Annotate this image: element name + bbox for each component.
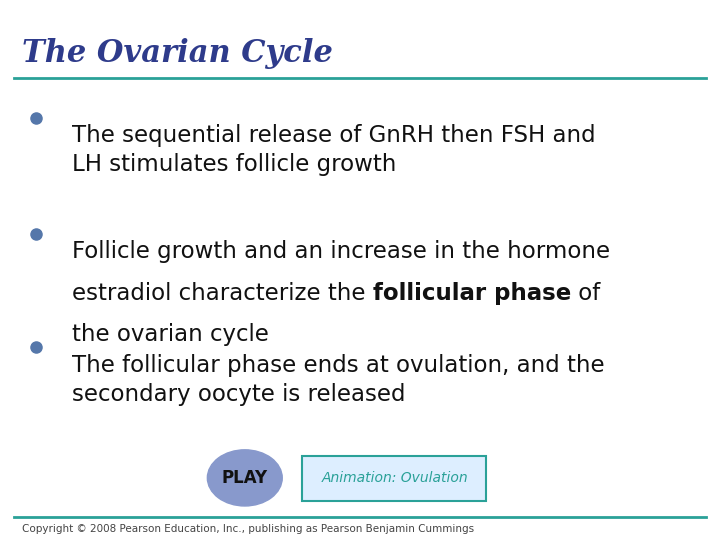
Text: of: of [571,282,600,305]
Text: The Ovarian Cycle: The Ovarian Cycle [22,38,333,69]
FancyBboxPatch shape [302,456,486,501]
Text: Follicle growth and an increase in the hormone: Follicle growth and an increase in the h… [72,240,610,264]
Text: The sequential release of GnRH then FSH and
LH stimulates follicle growth: The sequential release of GnRH then FSH … [72,124,595,177]
Text: PLAY: PLAY [222,469,268,487]
Text: Animation: Ovulation: Animation: Ovulation [321,471,468,485]
Text: follicular phase: follicular phase [373,282,571,305]
Circle shape [207,450,282,506]
Text: The follicular phase ends at ovulation, and the
secondary oocyte is released: The follicular phase ends at ovulation, … [72,354,605,406]
Text: the ovarian cycle: the ovarian cycle [72,323,269,347]
Text: Copyright © 2008 Pearson Education, Inc., publishing as Pearson Benjamin Cumming: Copyright © 2008 Pearson Education, Inc.… [22,524,474,534]
Text: estradiol characterize the: estradiol characterize the [72,282,373,305]
